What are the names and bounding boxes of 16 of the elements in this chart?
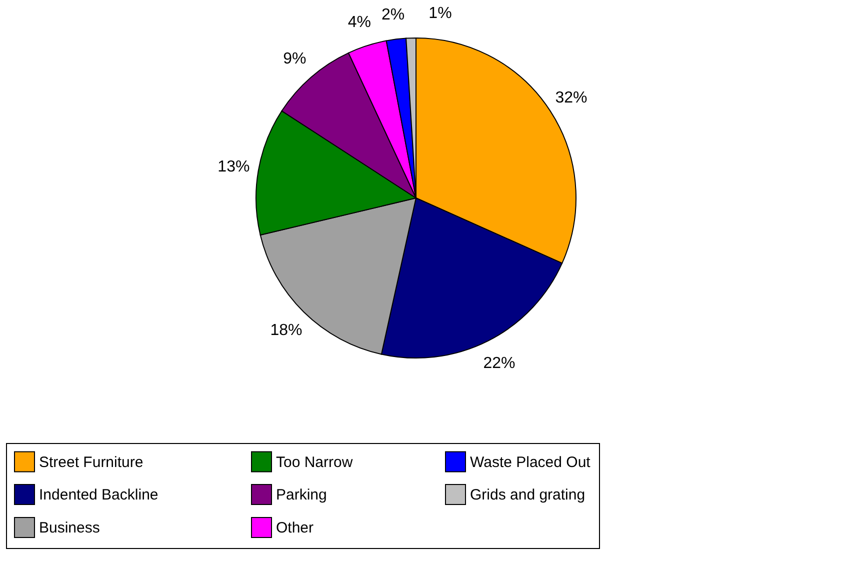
legend-label: Other <box>276 520 314 536</box>
legend-label: Parking <box>276 486 327 504</box>
data-label: 1% <box>428 5 452 22</box>
data-label: 2% <box>381 6 405 24</box>
legend-label: Waste Placed Out <box>470 454 592 471</box>
data-label: 22% <box>483 355 516 372</box>
legend-label: Indented Backline <box>39 486 158 504</box>
data-label: 32% <box>555 89 588 106</box>
data-label: 4% <box>348 14 371 31</box>
legend-label: Business <box>39 520 100 536</box>
data-label: 9% <box>283 50 306 68</box>
legend-label: Grids and grating <box>470 486 586 504</box>
legend-label: Too Narrow <box>276 454 353 471</box>
data-label: 13% <box>218 158 250 176</box>
legend-label: Street Furniture <box>39 454 144 471</box>
data-label: 18% <box>270 322 302 339</box>
